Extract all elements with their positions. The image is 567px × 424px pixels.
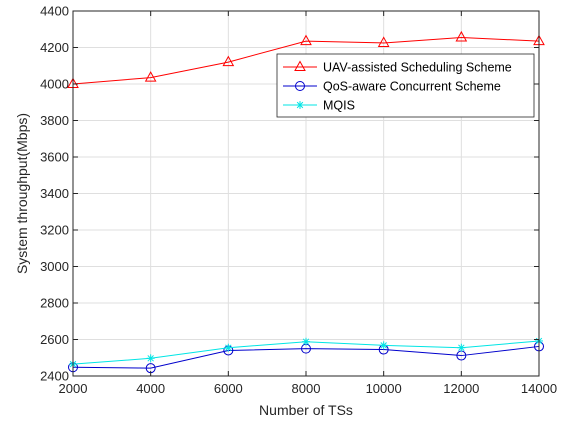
x-axis-title: Number of TSs <box>259 402 353 418</box>
x-tick-label: 10000 <box>366 381 402 396</box>
legend-label: UAV-assisted Scheduling Scheme <box>323 61 512 75</box>
x-tick-label: 6000 <box>214 381 243 396</box>
y-tick-label: 3600 <box>40 150 69 165</box>
data-point <box>380 341 388 349</box>
legend-label: MQIS <box>323 99 355 113</box>
x-tick-label: 8000 <box>292 381 321 396</box>
x-tick-label: 4000 <box>136 381 165 396</box>
y-tick-label: 4400 <box>40 4 69 19</box>
y-tick-label: 3800 <box>40 113 69 128</box>
y-tick-label: 2400 <box>40 369 69 384</box>
y-tick-label: 2600 <box>40 332 69 347</box>
data-point <box>224 344 232 352</box>
data-point <box>457 344 465 352</box>
y-tick-label: 3200 <box>40 223 69 238</box>
legend-label: QoS-aware Concurrent Scheme <box>323 80 501 94</box>
y-axis-title: System throughput(Mbps) <box>14 113 30 274</box>
data-point <box>302 338 310 346</box>
data-point <box>147 354 155 362</box>
y-tick-label: 3400 <box>40 186 69 201</box>
legend-marker <box>296 101 304 109</box>
y-tick-label: 3000 <box>40 259 69 274</box>
y-tick-label: 4200 <box>40 40 69 55</box>
y-tick-label: 4000 <box>40 77 69 92</box>
y-tick-label: 2800 <box>40 296 69 311</box>
legend: UAV-assisted Scheduling Scheme QoS-aware … <box>277 54 534 117</box>
x-tick-label: 12000 <box>443 381 479 396</box>
x-tick-label: 14000 <box>521 381 557 396</box>
